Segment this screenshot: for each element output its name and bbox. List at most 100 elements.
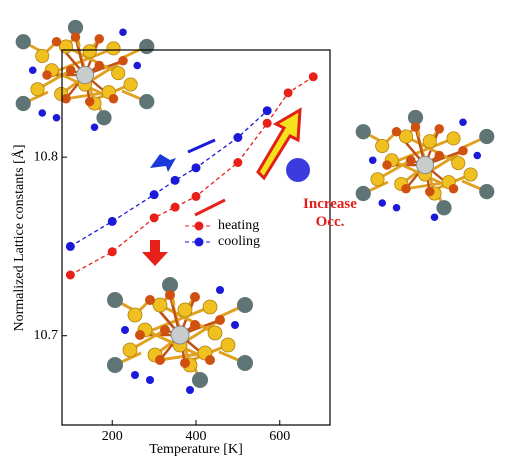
gray-atom	[139, 94, 155, 110]
blue-atom	[392, 203, 401, 212]
orange-atom	[70, 32, 81, 42]
orange-atom	[448, 184, 459, 194]
orange-atom	[135, 330, 145, 340]
yellow-atom	[122, 342, 138, 358]
orange-atom	[118, 56, 128, 66]
y-tick-label: 10.7	[34, 328, 59, 343]
orange-atom	[108, 94, 119, 104]
blue-atom	[231, 321, 239, 329]
legend-label: heating	[218, 218, 259, 233]
blue-atom	[119, 28, 127, 37]
center-atom	[415, 155, 435, 175]
series-line	[70, 76, 314, 276]
orange-atom	[85, 96, 95, 107]
yellow-atom	[58, 39, 74, 54]
crystal-structure	[15, 19, 155, 132]
point	[262, 106, 272, 116]
orange-atom	[94, 34, 104, 44]
orange-atom	[401, 184, 411, 194]
orange-atom	[155, 355, 165, 365]
blue-atom	[90, 123, 99, 132]
yellow-atom	[446, 131, 461, 146]
yellow-atom	[152, 297, 168, 313]
yellow-atom	[127, 307, 143, 323]
blue-atom	[186, 386, 194, 394]
x-tick-label: 400	[186, 429, 207, 444]
orange-atom	[66, 65, 76, 75]
orange-atom	[51, 37, 62, 47]
gray-atom	[139, 38, 155, 55]
orange-atom	[42, 70, 52, 80]
orange-atom	[165, 290, 175, 300]
point	[191, 163, 201, 173]
yellow-atom	[82, 44, 97, 59]
x-tick-label: 200	[102, 429, 123, 444]
point	[107, 247, 117, 257]
gray-atom	[479, 184, 495, 200]
point	[191, 191, 201, 201]
point	[308, 72, 318, 82]
gray-atom	[436, 200, 452, 216]
orange-atom	[160, 325, 170, 335]
red-arrow	[142, 240, 168, 266]
y-axis-label: Normalized Lattice constants [Å]	[11, 145, 27, 332]
blue-atom	[473, 151, 482, 160]
gray-atom	[107, 357, 123, 373]
crystal-structure	[355, 109, 495, 222]
orange-atom	[145, 295, 155, 305]
yellow-arrow	[256, 107, 302, 181]
blue-atom	[368, 156, 377, 165]
red-small-arrow	[194, 198, 226, 217]
legend-marker	[194, 221, 204, 231]
point	[170, 175, 180, 185]
gray-atom	[15, 95, 31, 112]
yellow-atom	[106, 41, 121, 56]
point	[233, 158, 243, 167]
yellow-atom	[123, 77, 138, 92]
yellow-atom	[220, 337, 236, 353]
orange-atom	[410, 122, 421, 132]
gray-atom	[15, 34, 31, 50]
blue-atom	[133, 61, 142, 70]
yellow-atom	[398, 129, 414, 144]
yellow-atom	[463, 167, 478, 182]
crystal-structure	[107, 277, 253, 394]
center-atom	[75, 65, 95, 85]
orange-atom	[190, 320, 200, 330]
blue-atom	[121, 326, 129, 334]
yellow-atom	[177, 302, 193, 318]
orange-atom	[406, 155, 416, 165]
orange-atom	[205, 355, 215, 365]
center-atom	[170, 325, 190, 345]
gray-atom	[237, 355, 253, 371]
orange-atom	[425, 186, 435, 197]
gray-atom	[355, 185, 371, 202]
orange-atom	[215, 315, 225, 325]
orange-atom	[61, 94, 71, 104]
point	[233, 133, 243, 142]
point	[149, 190, 159, 200]
orange-atom	[434, 124, 444, 134]
gray-atom	[96, 110, 112, 126]
orange-atom	[434, 150, 444, 161]
point	[107, 216, 117, 226]
decoration	[15, 19, 495, 394]
annotation-line: Occ.	[316, 214, 345, 230]
orange-atom	[180, 358, 190, 368]
point	[149, 213, 159, 223]
occupancy-atom	[286, 158, 310, 182]
blue-atom	[28, 66, 37, 75]
blue-atom	[146, 376, 154, 384]
gray-atom	[355, 124, 371, 140]
blue-arrow	[150, 154, 176, 172]
annotation-line: Increase	[303, 196, 357, 212]
blue-small-arrow	[187, 138, 216, 154]
gray-atom	[67, 19, 84, 36]
blue-atom	[430, 213, 439, 222]
point	[65, 270, 75, 280]
yellow-atom	[35, 48, 50, 64]
blue-atom	[459, 118, 467, 127]
legend-label: cooling	[218, 234, 260, 249]
blue-atom	[52, 113, 61, 122]
